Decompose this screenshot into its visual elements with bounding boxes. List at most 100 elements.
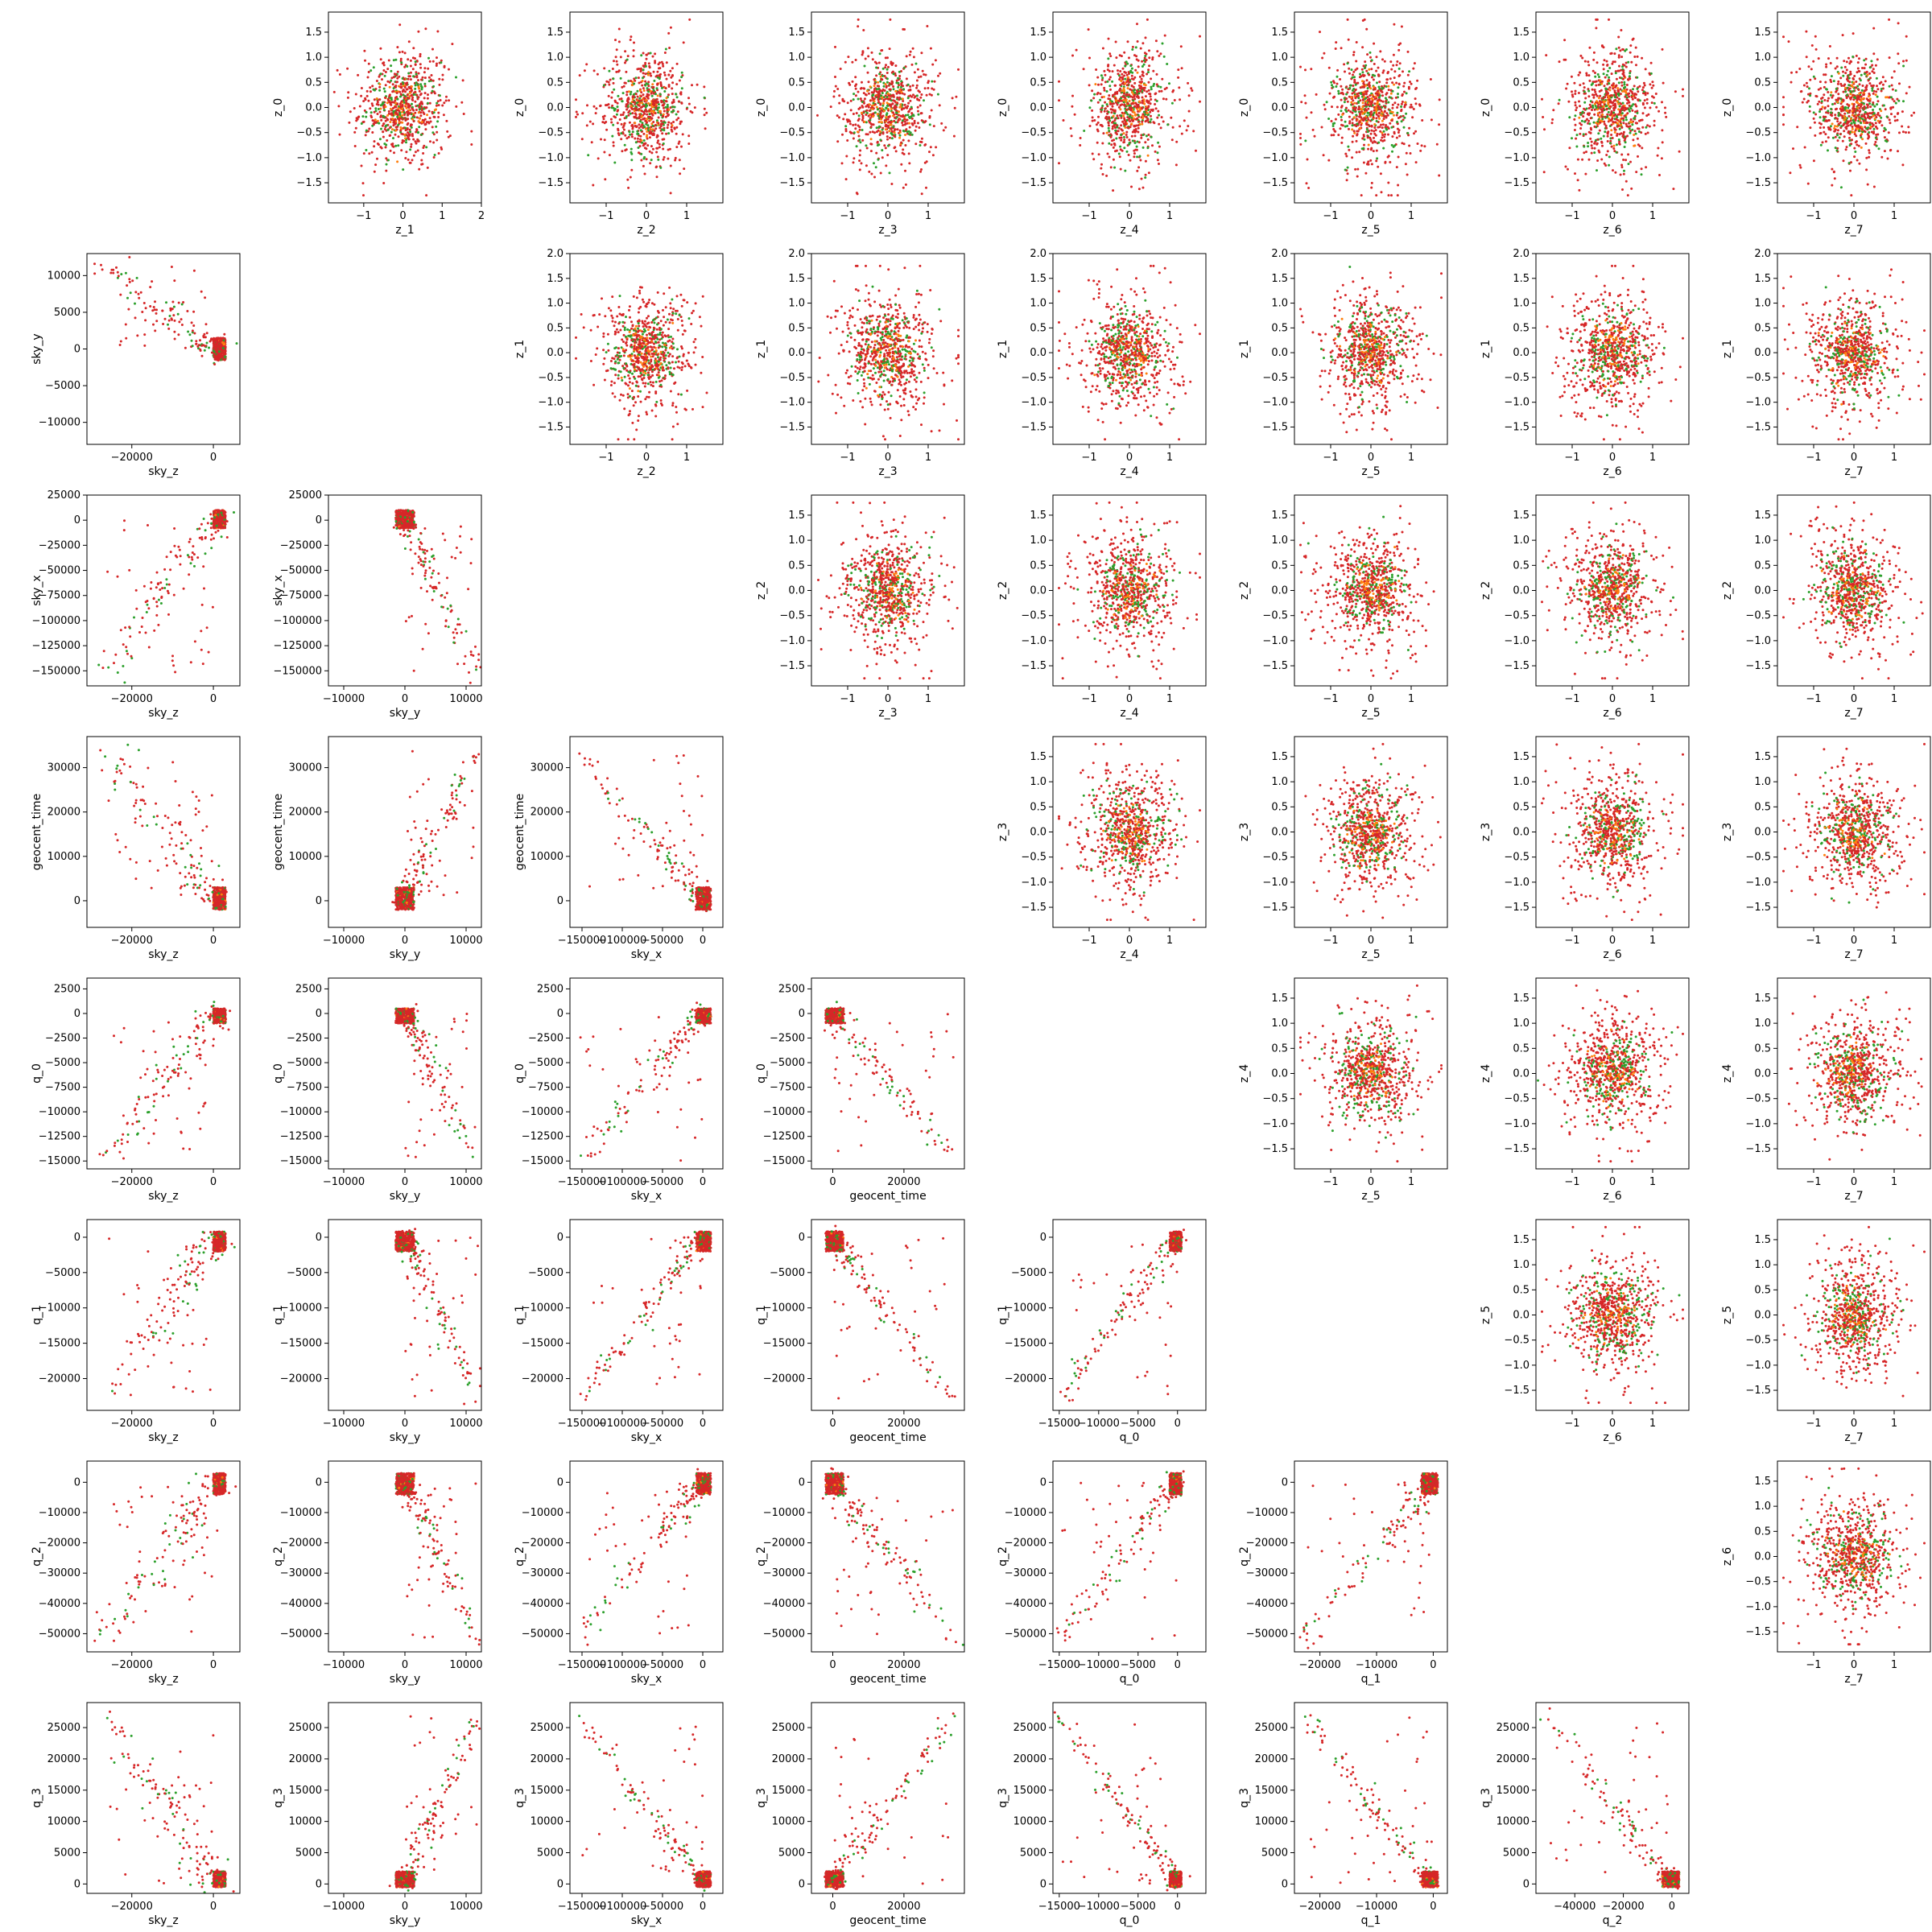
data-point	[1382, 147, 1385, 150]
data-point	[608, 84, 610, 86]
data-point	[1131, 75, 1133, 77]
data-point	[1400, 109, 1402, 112]
data-point	[1134, 114, 1137, 117]
data-point	[1097, 130, 1100, 132]
data-point	[646, 134, 648, 136]
data-point	[1364, 111, 1366, 114]
data-point	[1376, 120, 1378, 122]
data-point	[595, 107, 597, 109]
data-point	[369, 107, 371, 109]
data-point	[906, 114, 909, 116]
data-point	[397, 144, 399, 147]
data-point	[1377, 89, 1380, 92]
data-point	[955, 96, 957, 98]
data-point	[436, 120, 439, 122]
data-point	[411, 118, 414, 121]
data-point	[391, 142, 394, 145]
data-point	[449, 134, 452, 137]
data-point	[1095, 68, 1097, 71]
data-point	[1393, 132, 1396, 134]
data-point	[872, 93, 874, 96]
data-point	[664, 74, 667, 76]
data-point	[407, 123, 409, 126]
data-point	[382, 61, 385, 64]
data-point	[392, 83, 394, 85]
data-point	[1386, 78, 1389, 80]
data-point	[667, 132, 670, 134]
data-point	[667, 93, 670, 96]
data-point	[1109, 55, 1112, 57]
data-point	[654, 112, 657, 114]
data-point	[1413, 132, 1415, 134]
data-point	[339, 73, 341, 76]
data-point	[1417, 142, 1419, 145]
data-point	[651, 86, 654, 89]
data-point	[591, 141, 593, 143]
data-point	[364, 60, 366, 62]
data-point	[1156, 50, 1158, 52]
data-point	[845, 178, 848, 180]
data-point	[369, 90, 372, 93]
y-axis-label: z_0	[272, 98, 285, 117]
data-point	[1299, 133, 1302, 135]
data-point	[1335, 85, 1337, 88]
data-point	[394, 145, 397, 147]
data-point	[1074, 114, 1076, 116]
data-point	[1104, 101, 1106, 104]
data-point	[1161, 78, 1163, 80]
data-point	[1150, 109, 1153, 111]
data-point	[610, 122, 613, 124]
data-point	[886, 138, 889, 141]
y-tick-label: −1.0	[538, 152, 564, 164]
data-point	[1126, 126, 1129, 129]
data-point	[379, 108, 382, 110]
data-point	[579, 74, 581, 76]
data-point	[1390, 110, 1393, 113]
data-point	[431, 74, 433, 76]
data-point	[1141, 74, 1144, 76]
data-point	[873, 85, 876, 87]
data-point	[380, 119, 382, 122]
data-point	[667, 158, 669, 160]
data-point	[630, 91, 632, 93]
data-point	[1124, 65, 1126, 68]
data-point	[625, 91, 628, 93]
data-point	[902, 85, 904, 87]
data-point	[408, 109, 411, 111]
data-point	[840, 68, 842, 70]
data-point	[696, 84, 699, 86]
data-point	[1071, 105, 1073, 108]
data-point	[1315, 93, 1318, 96]
data-point	[400, 61, 402, 64]
data-point	[1142, 147, 1145, 149]
data-point	[926, 94, 928, 97]
data-point	[857, 125, 860, 127]
data-point	[852, 157, 855, 159]
data-point	[608, 70, 610, 72]
data-point	[384, 75, 386, 77]
data-point	[397, 98, 399, 101]
data-point	[426, 114, 428, 116]
data-point	[638, 97, 641, 100]
data-point	[392, 90, 394, 93]
data-point	[654, 93, 657, 95]
data-point	[1312, 129, 1315, 131]
data-point	[1396, 106, 1398, 109]
data-point	[1352, 71, 1355, 73]
data-point	[864, 65, 866, 68]
data-point	[832, 96, 835, 98]
data-point	[398, 76, 400, 78]
data-point	[646, 93, 649, 96]
data-point	[368, 71, 370, 73]
data-point	[677, 110, 679, 113]
data-point	[867, 55, 869, 57]
data-point	[630, 169, 633, 171]
data-point	[1385, 85, 1388, 88]
data-point	[1120, 114, 1122, 117]
data-point	[1393, 101, 1396, 104]
data-point	[1129, 109, 1132, 111]
data-point	[898, 106, 901, 109]
data-point	[356, 117, 358, 119]
data-point	[845, 130, 848, 132]
data-point	[896, 97, 898, 99]
